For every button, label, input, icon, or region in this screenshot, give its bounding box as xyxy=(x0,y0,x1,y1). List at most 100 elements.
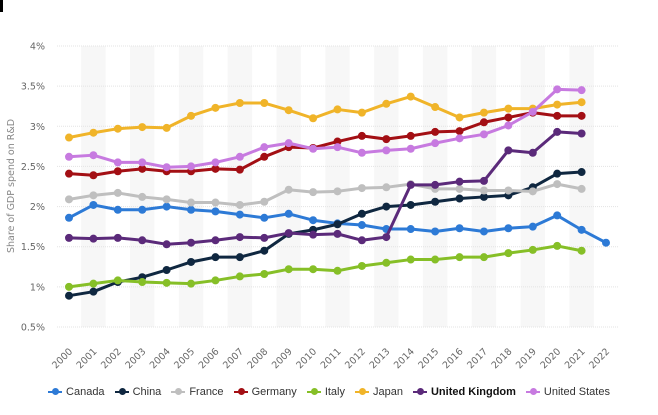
data-point[interactable] xyxy=(187,257,196,266)
data-point[interactable] xyxy=(406,225,415,234)
data-point[interactable] xyxy=(553,211,562,220)
data-point[interactable] xyxy=(382,258,391,267)
data-point[interactable] xyxy=(260,213,269,222)
data-point[interactable] xyxy=(431,103,440,112)
data-point[interactable] xyxy=(357,184,366,193)
data-point[interactable] xyxy=(333,187,342,196)
data-point[interactable] xyxy=(113,233,122,242)
legend-item-china[interactable]: China xyxy=(114,386,161,398)
data-point[interactable] xyxy=(431,180,440,189)
data-point[interactable] xyxy=(382,202,391,211)
data-point[interactable] xyxy=(553,169,562,178)
data-point[interactable] xyxy=(211,207,220,216)
data-point[interactable] xyxy=(138,164,147,173)
data-point[interactable] xyxy=(65,152,73,161)
data-point[interactable] xyxy=(553,180,562,189)
data-point[interactable] xyxy=(162,163,171,172)
data-point[interactable] xyxy=(89,128,98,137)
data-point[interactable] xyxy=(138,278,147,287)
data-point[interactable] xyxy=(406,92,415,101)
data-point[interactable] xyxy=(382,99,391,108)
data-point[interactable] xyxy=(260,233,269,242)
data-point[interactable] xyxy=(406,200,415,209)
data-point[interactable] xyxy=(455,177,464,186)
data-point[interactable] xyxy=(260,246,269,255)
data-point[interactable] xyxy=(235,152,244,161)
data-point[interactable] xyxy=(382,233,391,242)
data-point[interactable] xyxy=(577,246,586,255)
data-point[interactable] xyxy=(113,205,122,214)
data-point[interactable] xyxy=(162,240,171,249)
data-point[interactable] xyxy=(211,158,220,167)
data-point[interactable] xyxy=(553,241,562,250)
data-point[interactable] xyxy=(260,152,269,161)
data-point[interactable] xyxy=(187,198,196,207)
data-point[interactable] xyxy=(528,148,537,157)
data-point[interactable] xyxy=(406,131,415,140)
data-point[interactable] xyxy=(235,165,244,174)
data-point[interactable] xyxy=(357,108,366,117)
data-point[interactable] xyxy=(187,238,196,247)
data-point[interactable] xyxy=(479,192,488,201)
data-point[interactable] xyxy=(553,85,562,94)
data-point[interactable] xyxy=(309,216,318,225)
series-line[interactable] xyxy=(68,244,582,289)
data-point[interactable] xyxy=(89,200,98,209)
data-point[interactable] xyxy=(309,144,318,153)
data-point[interactable] xyxy=(504,186,513,195)
data-point[interactable] xyxy=(211,253,220,262)
data-point[interactable] xyxy=(333,105,342,114)
legend-item-united-states[interactable]: United States xyxy=(525,386,610,398)
data-point[interactable] xyxy=(577,225,586,234)
data-point[interactable] xyxy=(553,100,562,109)
data-point[interactable] xyxy=(455,134,464,143)
data-point[interactable] xyxy=(89,171,98,180)
series-united-states[interactable] xyxy=(65,85,586,172)
data-point[interactable] xyxy=(455,127,464,136)
data-point[interactable] xyxy=(162,278,171,287)
data-point[interactable] xyxy=(504,224,513,233)
data-point[interactable] xyxy=(284,106,293,115)
data-point[interactable] xyxy=(235,272,244,281)
data-point[interactable] xyxy=(504,104,513,113)
legend-item-france[interactable]: France xyxy=(171,386,224,398)
data-point[interactable] xyxy=(138,123,147,132)
data-point[interactable] xyxy=(284,229,293,238)
data-point[interactable] xyxy=(65,282,73,291)
data-point[interactable] xyxy=(479,186,488,195)
data-point[interactable] xyxy=(504,113,513,122)
series-germany[interactable] xyxy=(65,108,586,180)
series-line[interactable] xyxy=(68,95,582,139)
data-point[interactable] xyxy=(431,139,440,148)
legend-item-japan[interactable]: Japan xyxy=(355,386,403,398)
data-point[interactable] xyxy=(528,107,537,116)
data-point[interactable] xyxy=(504,249,513,258)
data-point[interactable] xyxy=(455,184,464,193)
series-line[interactable] xyxy=(68,130,582,246)
series-line[interactable] xyxy=(68,87,582,169)
data-point[interactable] xyxy=(504,121,513,130)
series-france[interactable] xyxy=(65,180,586,209)
data-point[interactable] xyxy=(162,202,171,211)
data-point[interactable] xyxy=(211,164,220,173)
data-point[interactable] xyxy=(211,236,220,245)
data-point[interactable] xyxy=(479,130,488,139)
data-point[interactable] xyxy=(89,234,98,243)
series-italy[interactable] xyxy=(65,241,586,291)
data-point[interactable] xyxy=(89,287,98,296)
data-point[interactable] xyxy=(138,158,147,167)
data-point[interactable] xyxy=(113,188,122,197)
data-point[interactable] xyxy=(260,99,269,108)
data-point[interactable] xyxy=(65,133,73,142)
data-point[interactable] xyxy=(284,209,293,218)
data-point[interactable] xyxy=(162,195,171,204)
data-point[interactable] xyxy=(235,253,244,262)
data-point[interactable] xyxy=(113,124,122,133)
data-point[interactable] xyxy=(113,276,122,285)
data-point[interactable] xyxy=(528,187,537,196)
data-point[interactable] xyxy=(357,261,366,270)
legend-item-united-kingdom[interactable]: United Kingdom xyxy=(412,386,516,398)
data-point[interactable] xyxy=(211,276,220,285)
data-point[interactable] xyxy=(357,131,366,140)
data-point[interactable] xyxy=(187,162,196,171)
